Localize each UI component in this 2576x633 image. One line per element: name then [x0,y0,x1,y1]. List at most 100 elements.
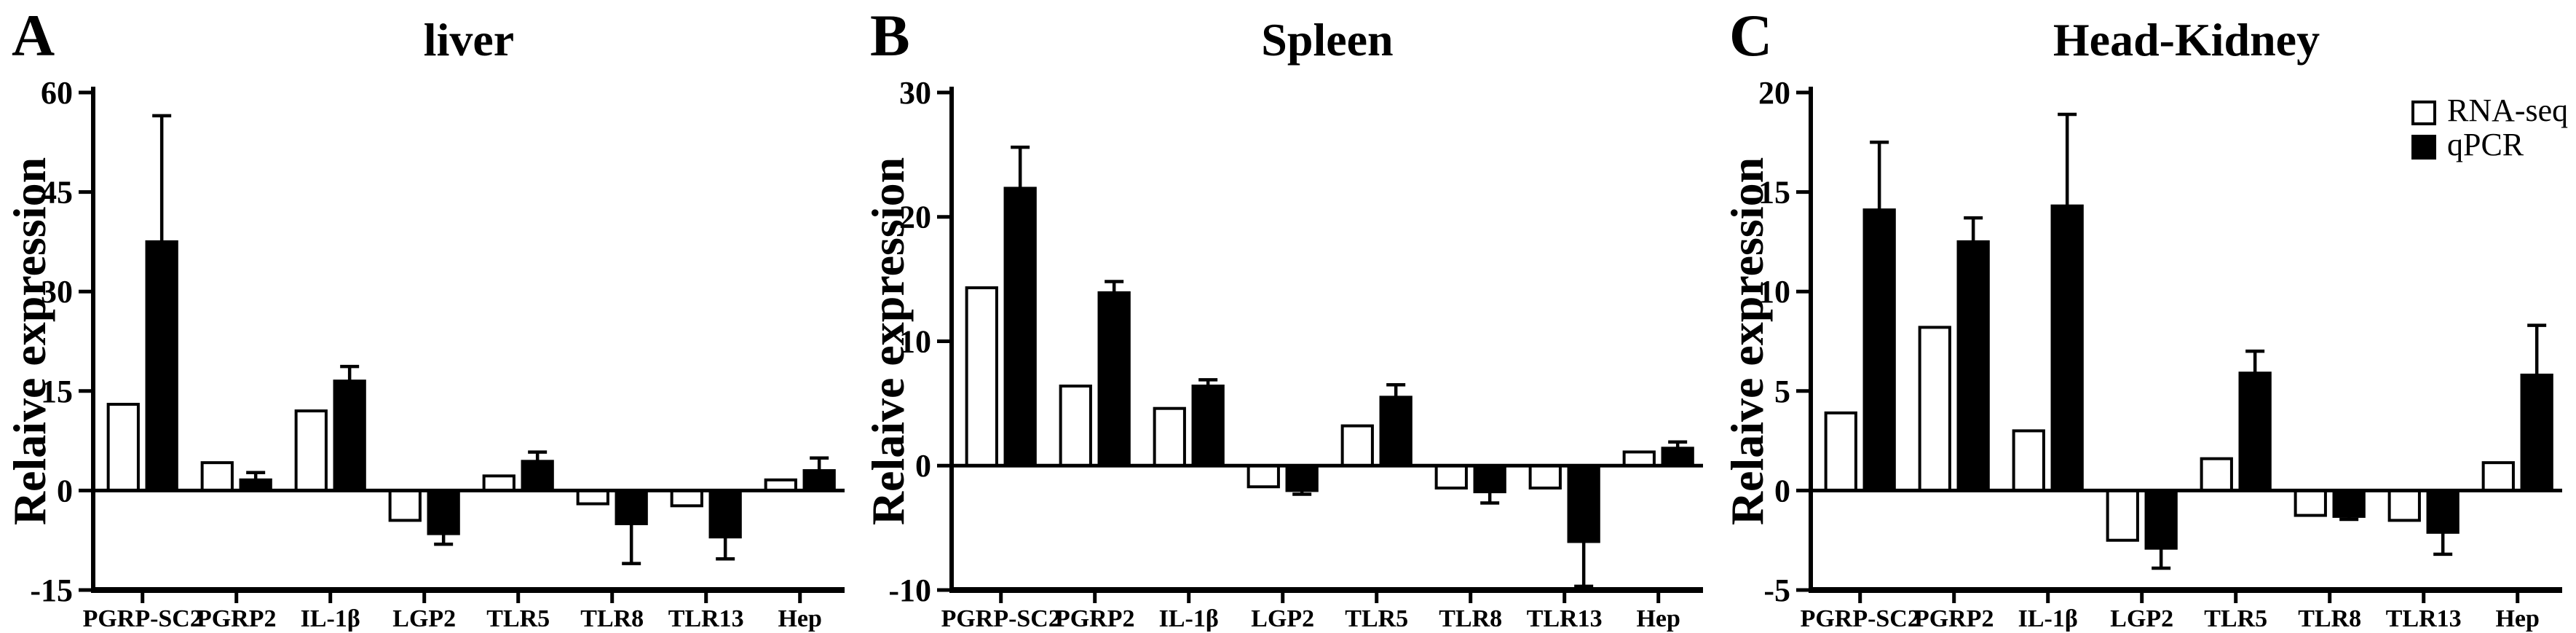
x-category-label: LGP2 [1252,605,1315,632]
x-category-label: LGP2 [392,605,456,632]
x-category-label: PGRP-SC2 [1800,605,1919,632]
y-tick-label: 0 [57,473,73,508]
y-tick-label: 10 [899,324,931,360]
x-category-label: TLR13 [2385,605,2461,632]
chart-spleen: B Spleen Relaive expression 30 20 10 0 -10 PGRP-… [862,2,1704,632]
bar-RNA-seq-PGRP2 [1918,326,1951,492]
x-category-label: TLR13 [668,605,744,632]
bar-RNA-seq-PGRP2 [1059,384,1093,468]
y-tick-label: -10 [889,573,932,608]
chart-head-kidney: C Head-Kidney Relaive expression 20 15 10 5 0 -5… [1721,2,2568,632]
y-axis-label: Relaive expression [4,157,55,525]
x-category-label: TLR5 [1346,605,1409,632]
bar-qPCR-IL-1β [2050,204,2084,492]
bar-qPCR-PGRP-SC2 [145,240,178,492]
bar-RNA-seq-LGP2 [2106,489,2139,542]
legend-label-RNA-seq: RNA-seq [2447,93,2568,128]
bar-qPCR-TLR8 [2332,489,2366,518]
chart-title: Spleen [1262,14,1394,66]
y-tick-label: 10 [1758,274,1790,310]
bar-RNA-seq-TLR5 [1340,424,1375,468]
x-category-label: PGRP-SC2 [941,605,1061,632]
bar-RNA-seq-TLR8 [576,489,609,506]
x-category-label: LGP2 [2110,605,2173,632]
bar-qPCR-TLR5 [1379,396,1413,468]
x-category-label: IL-1β [301,605,360,632]
bar-RNA-seq-TLR13 [2387,489,2421,522]
x-category-label: PGRP2 [1055,605,1134,632]
bar-qPCR-TLR13 [708,489,742,539]
bar-RNA-seq-TLR5 [2200,457,2233,492]
panel-letter: B [870,2,910,68]
x-category-label: TLR8 [1439,605,1503,632]
bar-RNA-seq-IL-1β [2012,429,2045,492]
bar-qPCR-LGP2 [1285,464,1319,492]
y-tick-label: 15 [41,374,73,409]
panel-letter: C [1729,2,1772,68]
x-category-label: IL-1β [1159,605,1219,632]
bar-RNA-seq-IL-1β [1153,406,1187,468]
chart-title: Head-Kidney [2053,14,2320,66]
bar-RNA-seq-PGRP-SC2 [965,286,999,468]
x-category-label: PGRP2 [1914,605,1994,632]
legend-label-qPCR: qPCR [2447,127,2524,162]
bar-qPCR-TLR5 [521,460,554,492]
panel-spleen: B Spleen Relaive expression 30 20 10 0 -10 PGRP-… [858,0,1717,633]
bar-qPCR-TLR5 [2238,371,2272,492]
y-tick-label: 5 [1774,374,1790,409]
bar-RNA-seq-TLR13 [670,489,703,508]
y-tick-label: 15 [1758,175,1790,211]
bar-qPCR-TLR8 [1473,464,1507,494]
bar-RNA-seq-PGRP-SC2 [1824,411,1857,492]
bar-qPCR-Hep [802,469,836,492]
x-category-label: PGRP2 [197,605,276,632]
bar-RNA-seq-PGRP2 [200,461,234,492]
bar-qPCR-IL-1β [1191,384,1225,468]
bar-RNA-seq-TLR8 [2293,489,2327,517]
bar-RNA-seq-Hep [2481,461,2515,492]
bar-RNA-seq-PGRP-SC2 [106,403,140,492]
y-axis-label: Relaive expression [862,157,914,525]
bar-qPCR-PGRP-SC2 [1862,208,1896,492]
bar-qPCR-PGRP-SC2 [1003,186,1038,468]
bar-qPCR-PGRP2 [1956,240,1990,492]
bar-qPCR-TLR13 [2426,489,2460,534]
bar-RNA-seq-Hep [1622,450,1656,468]
bar-qPCR-Hep [2520,373,2553,492]
y-tick-label: 45 [41,175,73,211]
x-category-label: TLR5 [2204,605,2267,632]
y-tick-label: 0 [915,448,931,484]
bar-qPCR-IL-1β [333,380,366,492]
y-tick-label: 20 [899,200,931,235]
panel-letter: A [12,2,55,68]
bar-RNA-seq-LGP2 [1246,464,1281,489]
x-category-label: TLR5 [486,605,550,632]
chart-title: liver [424,14,514,66]
x-category-label: Hep [2495,605,2539,632]
bar-qPCR-TLR8 [615,489,648,525]
y-tick-label: 30 [41,274,73,310]
y-tick-label: -15 [30,573,73,608]
bar-qPCR-TLR13 [1567,464,1601,543]
bar-RNA-seq-TLR8 [1434,464,1469,490]
bar-qPCR-Hep [1661,447,1695,468]
y-tick-label: -5 [1763,573,1790,608]
y-tick-label: 20 [1758,75,1790,111]
bar-RNA-seq-IL-1β [294,409,328,492]
panel-head-kidney: C Head-Kidney Relaive expression 20 15 10 5 0 -5… [1718,0,2576,633]
x-category-label: Hep [778,605,822,632]
x-category-label: TLR13 [1527,605,1603,632]
legend-swatch-RNA-seq [2411,101,2436,125]
x-category-label: PGRP-SC2 [83,605,202,632]
x-category-label: IL-1β [2018,605,2077,632]
bar-RNA-seq-LGP2 [388,489,422,522]
bar-qPCR-LGP2 [2144,489,2178,550]
bar-RNA-seq-TLR5 [482,474,515,492]
y-tick-label: 0 [1774,473,1790,508]
bar-qPCR-PGRP2 [1097,291,1131,468]
legend-swatch-qPCR [2411,135,2436,160]
y-tick-label: 60 [41,75,73,111]
x-category-label: TLR8 [2298,605,2361,632]
